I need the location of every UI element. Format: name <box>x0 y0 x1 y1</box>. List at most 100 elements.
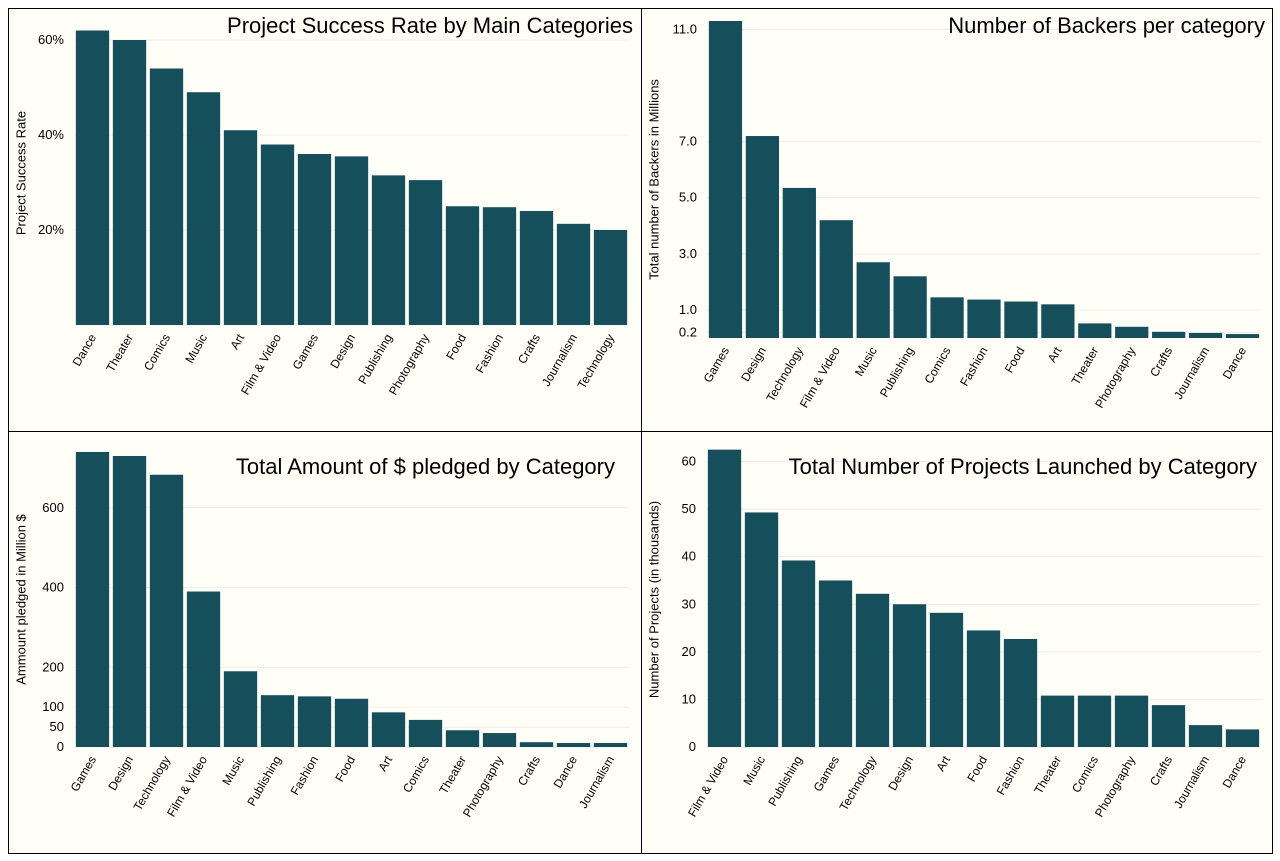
y-tick-label: 0 <box>57 739 64 754</box>
y-tick-label: 0 <box>689 739 696 754</box>
bar <box>260 695 295 747</box>
y-axis-label: Project Success Rate <box>13 111 28 235</box>
category-label: Games <box>811 754 842 795</box>
y-tick-label: 200 <box>42 659 64 674</box>
bar <box>75 452 110 747</box>
y-tick-label: 10 <box>682 691 696 706</box>
bar <box>556 223 591 325</box>
bar <box>75 30 110 325</box>
y-axis-label: Ammount pledged in Million $ <box>13 513 28 684</box>
category-label: Crafts <box>1147 345 1175 380</box>
bar <box>297 154 332 325</box>
category-label: Journalism <box>576 754 617 811</box>
category-label: Music <box>740 754 768 788</box>
category-label: Comics <box>141 332 173 374</box>
y-tick-label: 40% <box>38 127 64 142</box>
bar <box>1077 695 1112 747</box>
projects-panel: 0 10 20 30 40 50 60 Film & Video Music Publishing… <box>641 431 1273 854</box>
bar <box>371 175 406 325</box>
chart-title: Total Amount of $ pledged by Category <box>236 454 615 479</box>
category-label: Crafts <box>515 754 543 789</box>
category-label: Food <box>964 754 990 785</box>
bar <box>297 696 332 747</box>
category-label: Food <box>443 332 469 363</box>
bar <box>782 187 816 338</box>
bar <box>149 68 184 325</box>
bar <box>1115 326 1149 338</box>
bar <box>223 130 258 325</box>
bar <box>1225 729 1260 747</box>
bar <box>1041 304 1075 338</box>
bar <box>519 211 554 325</box>
y-tick-label: 30 <box>682 596 696 611</box>
category-label: Food <box>1002 345 1028 376</box>
bar <box>593 230 628 325</box>
category-label: Theater <box>1031 754 1064 797</box>
category-label: Journalism <box>539 332 580 389</box>
bar <box>519 742 554 747</box>
category-label: Theater <box>436 754 469 797</box>
bar <box>1114 695 1149 747</box>
bar <box>408 180 443 325</box>
category-label: Fashion <box>473 332 506 376</box>
category-label: Comics <box>922 345 954 387</box>
bar <box>818 580 853 747</box>
category-label: Publishing <box>765 754 805 809</box>
bar <box>1225 334 1260 338</box>
bar <box>929 612 964 747</box>
category-label: Design <box>738 345 769 384</box>
category-label: Theater <box>103 332 136 375</box>
bar <box>1188 332 1223 338</box>
category-label: Art <box>375 753 395 774</box>
bar <box>1040 695 1075 747</box>
category-label: Film & Video <box>685 753 731 819</box>
category-label: Theater <box>1069 345 1102 388</box>
y-tick-label: 5.0 <box>679 190 697 205</box>
category-label: Crafts <box>1147 754 1175 789</box>
category-label: Games <box>68 754 99 795</box>
bar <box>1151 705 1186 747</box>
category-label: Fashion <box>994 754 1027 798</box>
category-label: Design <box>105 754 136 793</box>
bar <box>334 698 369 747</box>
bar <box>371 712 406 747</box>
y-tick-label: 400 <box>42 580 64 595</box>
category-label: Dance <box>551 753 581 790</box>
category-label: Music <box>182 332 210 366</box>
category-label: Technology <box>763 345 805 405</box>
category-label: Design <box>885 754 916 793</box>
bar <box>556 743 591 747</box>
category-label: Dance <box>1220 344 1250 381</box>
bar <box>707 449 742 747</box>
y-tick-label: 600 <box>42 500 64 515</box>
backers-panel: 0.2 1.0 3.0 5.0 7.0 11.0 Games Design Technology… <box>641 8 1273 432</box>
bar <box>744 512 779 747</box>
category-label: Art <box>933 753 953 774</box>
category-label: Games <box>701 345 732 386</box>
category-label: Technology <box>837 754 879 814</box>
pledged-panel: 0 50 100 200 400 600 Games Design Technology Film… <box>8 431 642 854</box>
bar <box>1188 725 1223 747</box>
bar <box>260 144 295 325</box>
bar <box>186 92 221 325</box>
category-label: Journalism <box>1171 754 1212 811</box>
bar <box>334 156 369 325</box>
category-label: Music <box>219 754 247 788</box>
bar <box>593 743 628 747</box>
bar <box>1152 331 1186 338</box>
bar <box>482 733 517 747</box>
category-label: Crafts <box>515 332 543 367</box>
chart-title: Number of Backers per category <box>948 13 1265 38</box>
bar <box>893 276 927 338</box>
success-rate-chart: 20%40%60%Dance Theater Comics Music ArtFilm … <box>13 13 633 397</box>
category-label: Publishing <box>355 332 395 387</box>
y-tick-label: 100 <box>42 699 64 714</box>
y-tick-label: 60 <box>682 454 696 469</box>
bar <box>1004 301 1038 338</box>
category-label: Food <box>332 754 358 785</box>
y-tick-label: 1.0 <box>679 302 697 317</box>
bar <box>186 591 221 747</box>
bar <box>1003 638 1038 747</box>
